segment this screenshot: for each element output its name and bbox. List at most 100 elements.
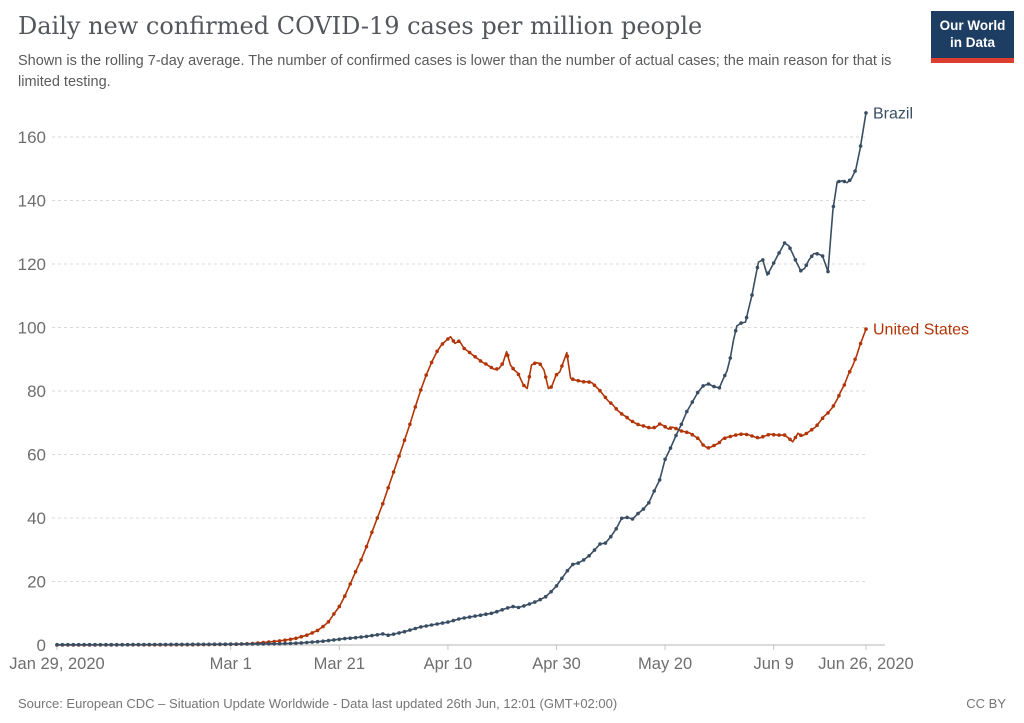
data-point-brazil xyxy=(560,576,564,581)
y-tick-label: 20 xyxy=(27,573,46,592)
data-point-united-states xyxy=(429,360,434,365)
data-point-united-states xyxy=(332,612,336,616)
data-point-united-states xyxy=(446,337,450,341)
data-point-united-states xyxy=(820,416,825,421)
data-point-united-states xyxy=(386,486,391,490)
series-line-brazil xyxy=(57,112,867,646)
data-point-brazil xyxy=(234,642,238,646)
data-point-brazil xyxy=(847,178,852,183)
data-point-united-states xyxy=(315,628,320,633)
data-point-brazil xyxy=(761,258,765,262)
data-point-brazil xyxy=(55,642,59,647)
data-point-brazil xyxy=(565,568,570,573)
data-point-brazil xyxy=(174,642,179,647)
data-point-brazil xyxy=(674,433,678,438)
data-point-brazil xyxy=(261,642,266,646)
data-point-brazil xyxy=(136,642,141,647)
data-point-united-states xyxy=(761,434,765,439)
data-point-united-states xyxy=(826,411,830,415)
data-point-brazil xyxy=(223,642,228,646)
data-point-united-states xyxy=(413,405,418,409)
data-point-united-states xyxy=(712,443,716,448)
data-point-brazil xyxy=(750,293,754,297)
data-point-brazil xyxy=(294,641,298,645)
owid-logo[interactable]: Our World in Data xyxy=(931,11,1014,63)
data-point-united-states xyxy=(527,374,532,379)
data-point-brazil xyxy=(815,252,819,256)
data-point-brazil xyxy=(245,642,249,646)
data-point-united-states xyxy=(533,361,537,366)
y-tick-label: 120 xyxy=(18,255,46,274)
data-point-united-states xyxy=(305,633,309,637)
y-tick-label: 140 xyxy=(18,192,46,211)
data-point-brazil xyxy=(87,642,92,647)
data-point-brazil xyxy=(733,328,738,333)
data-point-united-states xyxy=(685,430,689,435)
data-point-united-states xyxy=(560,364,564,368)
data-point-brazil xyxy=(315,639,320,644)
data-point-brazil xyxy=(799,268,803,273)
data-point-brazil xyxy=(581,558,586,562)
data-point-brazil xyxy=(239,642,244,646)
data-point-brazil xyxy=(343,636,347,641)
data-point-brazil xyxy=(381,632,385,636)
data-point-united-states xyxy=(647,425,651,430)
data-point-brazil xyxy=(451,618,456,623)
data-point-brazil xyxy=(788,246,792,250)
data-point-brazil xyxy=(576,561,580,565)
data-point-brazil xyxy=(478,613,483,617)
data-point-united-states xyxy=(467,350,472,355)
data-point-brazil xyxy=(804,263,809,268)
data-point-united-states xyxy=(788,437,792,442)
data-point-brazil xyxy=(228,642,233,646)
x-tick-label: Jan 29, 2020 xyxy=(9,655,104,673)
data-point-united-states xyxy=(723,436,727,441)
data-point-united-states xyxy=(679,429,684,433)
data-point-brazil xyxy=(592,548,597,552)
data-point-brazil xyxy=(185,642,190,647)
data-point-united-states xyxy=(511,366,515,371)
series-label-brazil: Brazil xyxy=(873,105,913,122)
data-point-united-states xyxy=(777,433,781,437)
data-point-brazil xyxy=(489,611,494,616)
data-point-united-states xyxy=(397,454,401,458)
data-point-united-states xyxy=(603,395,608,400)
data-point-united-states xyxy=(750,434,754,438)
data-point-brazil xyxy=(147,642,152,647)
data-point-brazil xyxy=(587,554,591,558)
data-point-united-states xyxy=(391,470,396,474)
data-point-united-states xyxy=(619,412,624,416)
data-point-brazil xyxy=(310,640,315,644)
data-point-united-states xyxy=(625,415,629,420)
data-point-brazil xyxy=(755,265,760,270)
data-point-united-states xyxy=(728,434,733,439)
data-point-brazil xyxy=(500,608,505,612)
data-point-brazil xyxy=(462,616,467,620)
data-point-brazil xyxy=(120,642,124,647)
source-text: Source: European CDC – Situation Update … xyxy=(18,696,618,711)
license-link[interactable]: CC BY xyxy=(966,696,1006,711)
data-point-united-states xyxy=(663,424,667,429)
data-point-brazil xyxy=(413,626,418,631)
data-point-united-states xyxy=(695,436,700,441)
data-point-brazil xyxy=(364,634,369,639)
data-point-brazil xyxy=(690,400,695,404)
data-point-united-states xyxy=(815,423,819,428)
data-point-brazil xyxy=(250,642,255,646)
data-point-united-states xyxy=(771,432,776,437)
data-point-brazil xyxy=(109,642,114,647)
data-point-brazil xyxy=(603,541,608,545)
data-point-brazil xyxy=(375,633,380,637)
data-point-united-states xyxy=(674,426,678,431)
data-point-brazil xyxy=(359,635,363,639)
owid-logo-line-1: Our World xyxy=(939,18,1006,33)
data-point-united-states xyxy=(495,367,499,371)
y-tick-label: 60 xyxy=(27,446,46,465)
data-point-brazil xyxy=(114,642,119,647)
data-point-brazil xyxy=(609,534,613,539)
data-point-brazil xyxy=(169,642,173,647)
data-point-brazil xyxy=(668,446,673,450)
y-tick-label: 100 xyxy=(18,319,46,338)
data-point-brazil xyxy=(337,637,342,642)
